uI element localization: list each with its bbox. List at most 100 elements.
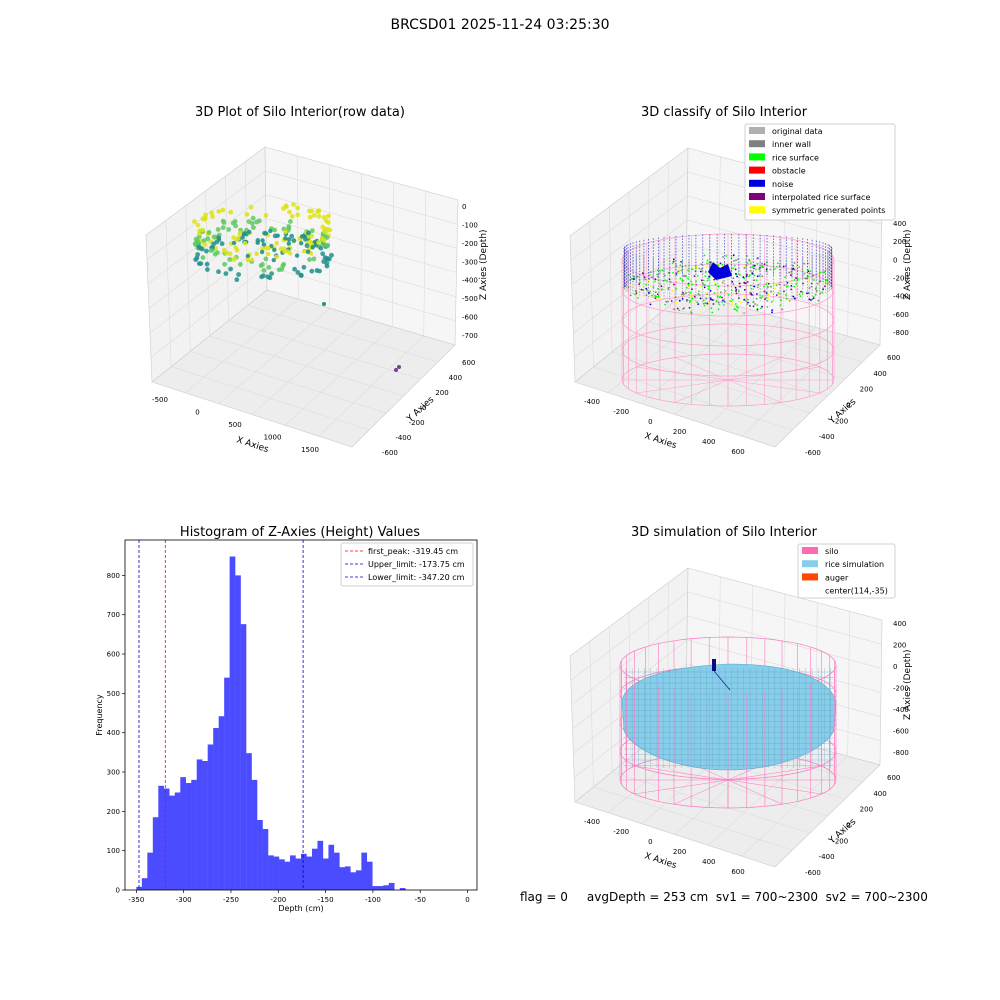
histogram-bar: [328, 844, 335, 890]
raw-point: [222, 261, 228, 267]
classify-point: [758, 292, 761, 295]
classify-point: [647, 279, 650, 281]
classify-point: [661, 269, 664, 272]
classify-point: [674, 280, 677, 283]
y-tick-label: 300: [107, 769, 120, 777]
x-tick-label: -350: [128, 896, 144, 904]
classify-y-tick: 0: [846, 402, 850, 410]
classify-point: [671, 290, 674, 292]
classify-point: [756, 293, 758, 295]
classify-point: [714, 283, 717, 286]
legend-swatch: [749, 166, 765, 174]
raw-point: [241, 232, 246, 237]
classify-point: [700, 279, 703, 282]
x-tick-label: -200: [270, 896, 286, 904]
classify-point: [659, 270, 661, 272]
classify-point: [779, 304, 782, 307]
classify-point: [794, 297, 796, 300]
classify-point: [709, 289, 712, 292]
classify-point: [684, 264, 687, 267]
silo-floor-spoke: [634, 779, 729, 795]
histogram-bar: [169, 795, 175, 890]
classify-point: [762, 290, 765, 293]
classify-point: [732, 267, 734, 269]
classify-point: [739, 274, 741, 276]
simulation-y-tick: 200: [860, 806, 873, 814]
histogram-bar: [262, 829, 269, 890]
classify-point: [739, 301, 742, 304]
classify-point: [756, 257, 759, 260]
classify-point: [790, 272, 792, 275]
classify-point: [721, 263, 724, 266]
x-tick-label: -300: [176, 896, 192, 904]
classify-point: [651, 276, 653, 278]
raw-point: [237, 232, 243, 237]
classify-point: [744, 295, 746, 298]
x-tick-label: -50: [415, 896, 426, 904]
simulation-auger: [712, 659, 731, 691]
classify-point: [707, 300, 710, 303]
legend-entry: rice simulation: [825, 560, 884, 569]
classify-point: [753, 274, 756, 277]
classify-point: [777, 262, 779, 265]
classify-point: [718, 296, 721, 299]
raw-point: [242, 241, 248, 246]
histogram-bar: [147, 852, 154, 890]
classify-x-tick: 200: [673, 428, 686, 436]
classify-point: [717, 301, 720, 304]
raw-point: [231, 240, 237, 246]
classify-point: [703, 254, 706, 257]
legend-swatch: [749, 153, 765, 161]
classify-point: [748, 275, 750, 278]
classify-point: [815, 286, 818, 289]
legend-entry: Upper_limit: -173.75 cm: [368, 560, 465, 569]
raw-point: [320, 251, 326, 257]
classify-point: [649, 303, 652, 306]
raw-point: [266, 251, 271, 257]
classify-point: [671, 262, 674, 265]
raw-point: [304, 243, 310, 249]
raw-point: [220, 218, 226, 224]
raw-z-tick: -300: [462, 258, 478, 266]
raw-point: [231, 257, 237, 262]
classify-point: [792, 295, 795, 298]
classify-point: [747, 301, 749, 304]
histogram-bar: [202, 761, 208, 890]
raw-point: [215, 227, 221, 232]
histogram-bar: [152, 817, 159, 890]
classify-point: [734, 308, 737, 311]
histogram-bar: [306, 856, 313, 890]
raw-outlier-point: [394, 368, 398, 372]
classify-y-tick: 400: [873, 370, 886, 378]
classify-point: [717, 285, 720, 288]
raw-point: [298, 273, 304, 278]
raw-point: [316, 213, 322, 219]
simulation-tick-labels: -400-20002004006006004002000-200-400-600…: [584, 620, 909, 877]
classify-point: [770, 290, 772, 293]
classify-point: [765, 296, 767, 299]
raw-y-tick: 0: [422, 404, 426, 412]
classify-point: [735, 288, 738, 291]
classify-point: [749, 266, 752, 269]
legend-entry: obstacle: [772, 167, 806, 176]
simulation-x-tick: 600: [731, 868, 744, 876]
classify-point: [722, 299, 724, 302]
classify-y-tick: -400: [819, 433, 835, 441]
raw-point: [294, 253, 300, 258]
classify-point: [763, 263, 766, 266]
raw-point: [283, 229, 288, 235]
raw-x-tick: 1500: [301, 446, 319, 454]
raw-point: [314, 268, 320, 273]
classify-point: [732, 277, 735, 280]
classify-point: [761, 295, 764, 298]
classify-point: [761, 305, 763, 308]
classify-point: [749, 262, 752, 264]
classify-point: [693, 275, 696, 277]
classify-z-tick: -400: [893, 293, 909, 301]
classify-point: [696, 301, 699, 303]
raw-y-tick: 600: [462, 359, 475, 367]
classify-point: [641, 272, 644, 275]
classify-point: [793, 279, 796, 281]
classify-point: [733, 264, 736, 267]
classify-point: [756, 262, 759, 265]
